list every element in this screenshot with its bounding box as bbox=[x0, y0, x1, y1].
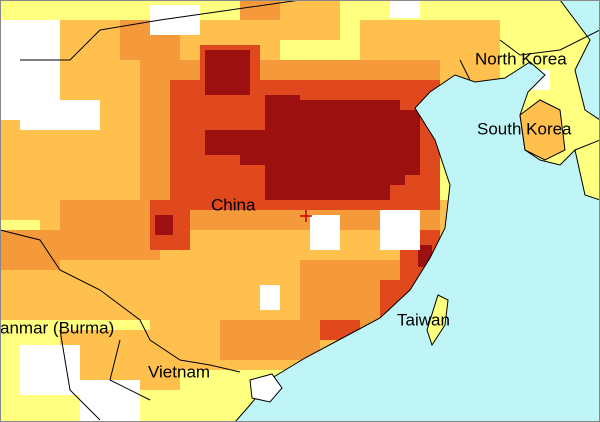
sea bbox=[234, 0, 600, 422]
hainan-island bbox=[249, 373, 283, 403]
korea-land bbox=[519, 99, 566, 161]
label-myanmar: anmar (Burma) bbox=[0, 318, 114, 337]
no-data bbox=[0, 0, 550, 422]
label-north-korea: North Korea bbox=[475, 49, 567, 68]
label-vietnam: Vietnam bbox=[148, 362, 210, 381]
label-china: China bbox=[211, 195, 256, 214]
label-taiwan: Taiwan bbox=[397, 310, 450, 329]
taiwan-island bbox=[426, 294, 449, 347]
marker bbox=[300, 210, 312, 222]
japan-land bbox=[574, 139, 600, 201]
label-south-korea: South Korea bbox=[477, 119, 572, 138]
heat-extreme bbox=[155, 50, 432, 267]
